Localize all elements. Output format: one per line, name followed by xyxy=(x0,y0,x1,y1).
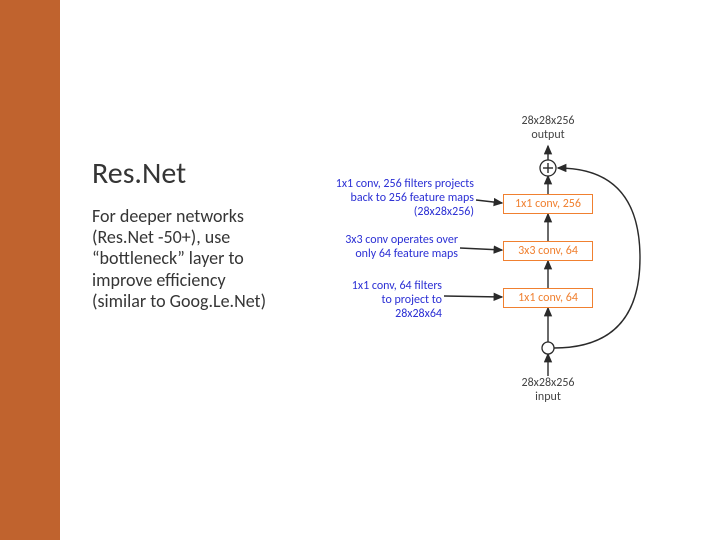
slide-title: Res.Net xyxy=(92,155,282,192)
annotation-3: 1x1 conv, 64 filtersto project to28x28x6… xyxy=(320,280,442,321)
slide-body: For deeper networks (Res.Net -50+), use … xyxy=(92,206,282,312)
annotation-1: 1x1 conv, 256 filters projectsback to 25… xyxy=(294,178,474,219)
diagram-svg xyxy=(300,130,700,410)
output-label: 28x28x256output xyxy=(510,114,586,142)
slide-sidebar xyxy=(0,0,60,540)
bottleneck-diagram: 28x28x256output 28x28x256input 1x1 conv,… xyxy=(300,130,700,410)
text-column: Res.Net For deeper networks (Res.Net -50… xyxy=(92,0,282,312)
input-label: 28x28x256input xyxy=(510,376,586,404)
conv-box-2: 3x3 conv, 64 xyxy=(503,241,593,261)
conv-box-3: 1x1 conv, 64 xyxy=(503,288,593,308)
conv-box-1: 1x1 conv, 256 xyxy=(503,194,593,214)
annotation-2: 3x3 conv operates overonly 64 feature ma… xyxy=(310,234,458,262)
